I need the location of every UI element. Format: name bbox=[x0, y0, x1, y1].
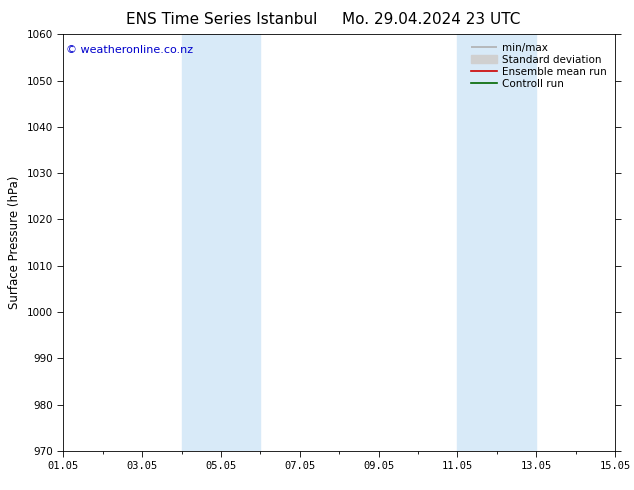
Legend: min/max, Standard deviation, Ensemble mean run, Controll run: min/max, Standard deviation, Ensemble me… bbox=[467, 40, 610, 92]
Bar bbox=[457, 34, 536, 451]
Bar bbox=[181, 34, 261, 451]
Text: Mo. 29.04.2024 23 UTC: Mo. 29.04.2024 23 UTC bbox=[342, 12, 521, 27]
Text: © weatheronline.co.nz: © weatheronline.co.nz bbox=[66, 45, 193, 55]
Y-axis label: Surface Pressure (hPa): Surface Pressure (hPa) bbox=[8, 176, 21, 309]
Text: ENS Time Series Istanbul: ENS Time Series Istanbul bbox=[126, 12, 318, 27]
